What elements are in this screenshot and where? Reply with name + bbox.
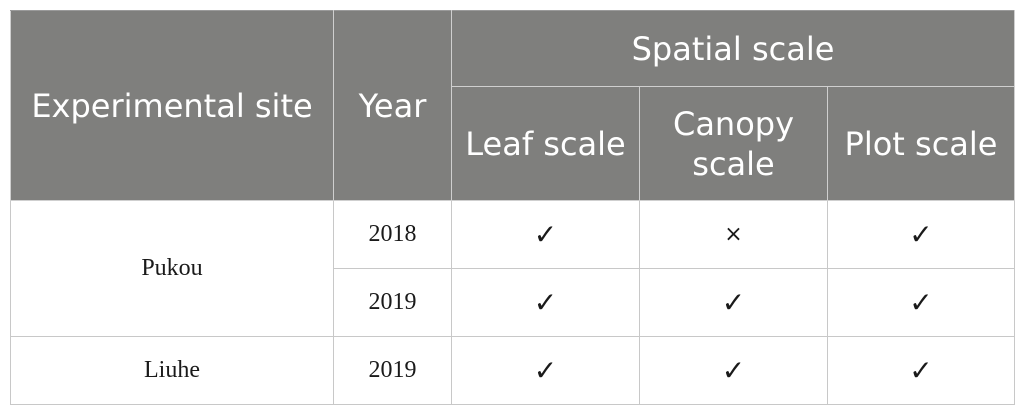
cell-year: 2019 [333,336,452,405]
cell-canopy-check-icon: ✓ [639,268,828,337]
cell-canopy-check-icon: ✓ [639,336,828,405]
experiment-scale-table: Experimental site Year Spatial scale Lea… [10,10,1015,405]
cell-year: 2019 [333,268,452,337]
cell-canopy-cross-icon: × [639,200,828,269]
cell-plot-check-icon: ✓ [827,268,1015,337]
header-row-top: Experimental site Year Spatial scale [10,10,1015,201]
table-row: Pukou 2018 ✓ × ✓ [10,200,1015,337]
table-header: Experimental site Year Spatial scale Lea… [10,10,1015,201]
table-row: Liuhe 2019 ✓ ✓ ✓ [10,336,1015,405]
cell-year: 2018 [333,200,452,269]
cell-site: Liuhe [10,336,334,405]
table-body: Pukou 2018 ✓ × ✓ 2019 ✓ ✓ ✓ Liuhe 2019 ✓… [10,200,1015,405]
header-experimental-site: Experimental site [10,10,334,201]
header-year: Year [333,10,452,201]
cell-leaf-check-icon: ✓ [451,336,640,405]
cell-plot-check-icon: ✓ [827,336,1015,405]
header-row-bottom: Leaf scale Canopy scale Plot scale [11,86,1015,201]
header-spatial-scale: Spatial scale [451,10,1015,87]
header-plot-scale: Plot scale [827,86,1015,201]
header-canopy-scale: Canopy scale [639,86,828,201]
cell-leaf-check-icon: ✓ [451,200,640,269]
header-leaf-scale: Leaf scale [451,86,640,201]
cell-leaf-check-icon: ✓ [451,268,640,337]
table-row: 2019 ✓ ✓ ✓ [11,268,1015,337]
cell-site: Pukou [10,200,334,337]
cell-plot-check-icon: ✓ [827,200,1015,269]
